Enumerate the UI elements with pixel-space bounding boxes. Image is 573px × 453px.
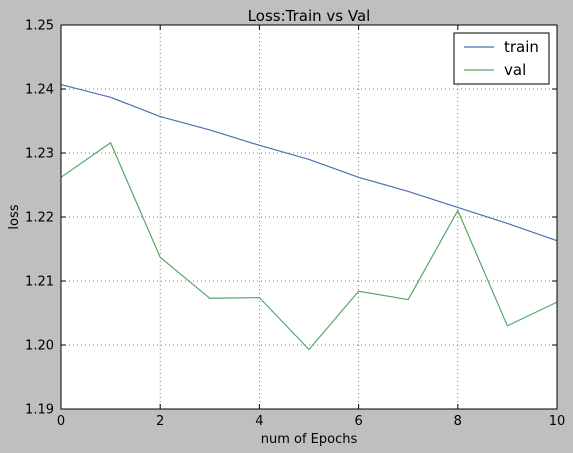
y-tick-labels: 1.19 1.20 1.21 1.22 1.23 1.24 1.25: [25, 19, 54, 418]
series-line-train: [60, 83, 558, 242]
legend-label-val: val: [504, 61, 526, 79]
y-tick-label: 1.22: [25, 211, 54, 226]
chart-title: Loss:Train vs Val: [248, 7, 371, 25]
y-tick-label: 1.23: [25, 147, 54, 162]
series-line-val: [60, 142, 558, 351]
x-tick-label: 0: [57, 414, 65, 429]
legend-box: [453, 32, 550, 85]
y-tick-label: 1.20: [25, 339, 54, 354]
legend: train val: [453, 32, 550, 85]
x-tick-label: 10: [549, 414, 566, 429]
x-tick-label: 2: [156, 414, 164, 429]
x-tick-label: 6: [354, 414, 362, 429]
x-tick-label: 4: [255, 414, 263, 429]
y-tick-label: 1.25: [25, 19, 54, 34]
grid: [61, 25, 557, 409]
ticks: [60, 24, 558, 410]
x-axis-label: num of Epochs: [261, 432, 358, 447]
y-tick-label: 1.21: [25, 275, 54, 290]
legend-label-train: train: [504, 38, 539, 56]
series-layer: [60, 83, 558, 351]
x-tick-labels: 0 2 4 6 8 10: [57, 414, 565, 429]
y-tick-label: 1.24: [25, 83, 54, 98]
x-tick-label: 8: [454, 414, 462, 429]
y-axis-label: loss: [7, 204, 22, 229]
y-tick-label: 1.19: [25, 403, 54, 418]
